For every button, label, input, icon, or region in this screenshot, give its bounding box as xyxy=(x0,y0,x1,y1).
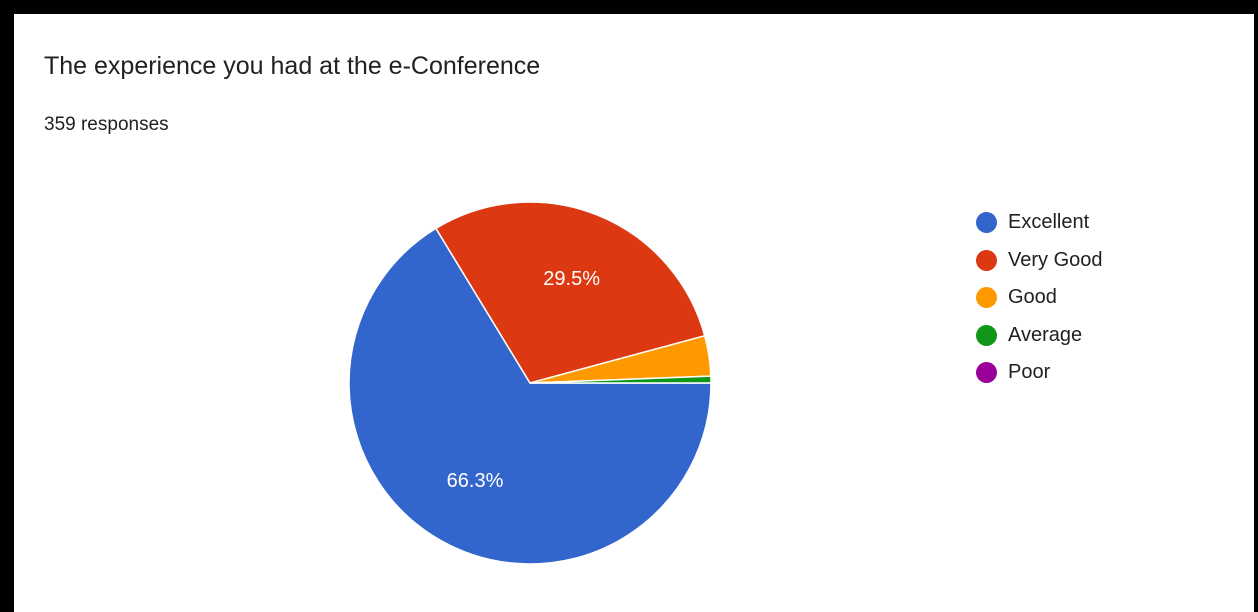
legend-item-average[interactable]: Average xyxy=(976,317,1103,355)
data-label-very-good: 29.5% xyxy=(543,268,600,290)
chart-title: The experience you had at the e-Conferen… xyxy=(44,52,541,80)
legend-swatch-poor xyxy=(976,362,997,384)
legend-label-good: Good xyxy=(1008,286,1057,309)
legend-item-excellent[interactable]: Excellent xyxy=(976,204,1103,242)
legend-item-poor[interactable]: Poor xyxy=(976,354,1103,392)
legend-swatch-good xyxy=(976,287,997,309)
chart-card: The experience you had at the e-Conferen… xyxy=(14,14,1254,612)
chart-legend: Excellent Very Good Good Average Poor xyxy=(976,204,1103,392)
pie-slice-excellent[interactable] xyxy=(348,227,712,565)
legend-label-average: Average xyxy=(1008,323,1083,346)
response-count: 359 responses xyxy=(44,114,169,135)
legend-swatch-very-good xyxy=(976,249,997,271)
legend-label-very-good: Very Good xyxy=(1008,248,1103,271)
legend-item-very-good[interactable]: Very Good xyxy=(976,242,1103,280)
data-label-excellent: 66.3% xyxy=(447,470,504,492)
legend-swatch-excellent xyxy=(976,212,997,234)
legend-label-excellent: Excellent xyxy=(1008,211,1090,234)
legend-label-poor: Poor xyxy=(1008,361,1051,384)
pie-slice-very-good[interactable] xyxy=(434,201,706,384)
pie-chart: 66.3% 29.5% xyxy=(348,201,712,565)
legend-swatch-average xyxy=(976,324,997,346)
legend-item-good[interactable]: Good xyxy=(976,279,1103,317)
pie-slice-average[interactable] xyxy=(529,375,712,384)
